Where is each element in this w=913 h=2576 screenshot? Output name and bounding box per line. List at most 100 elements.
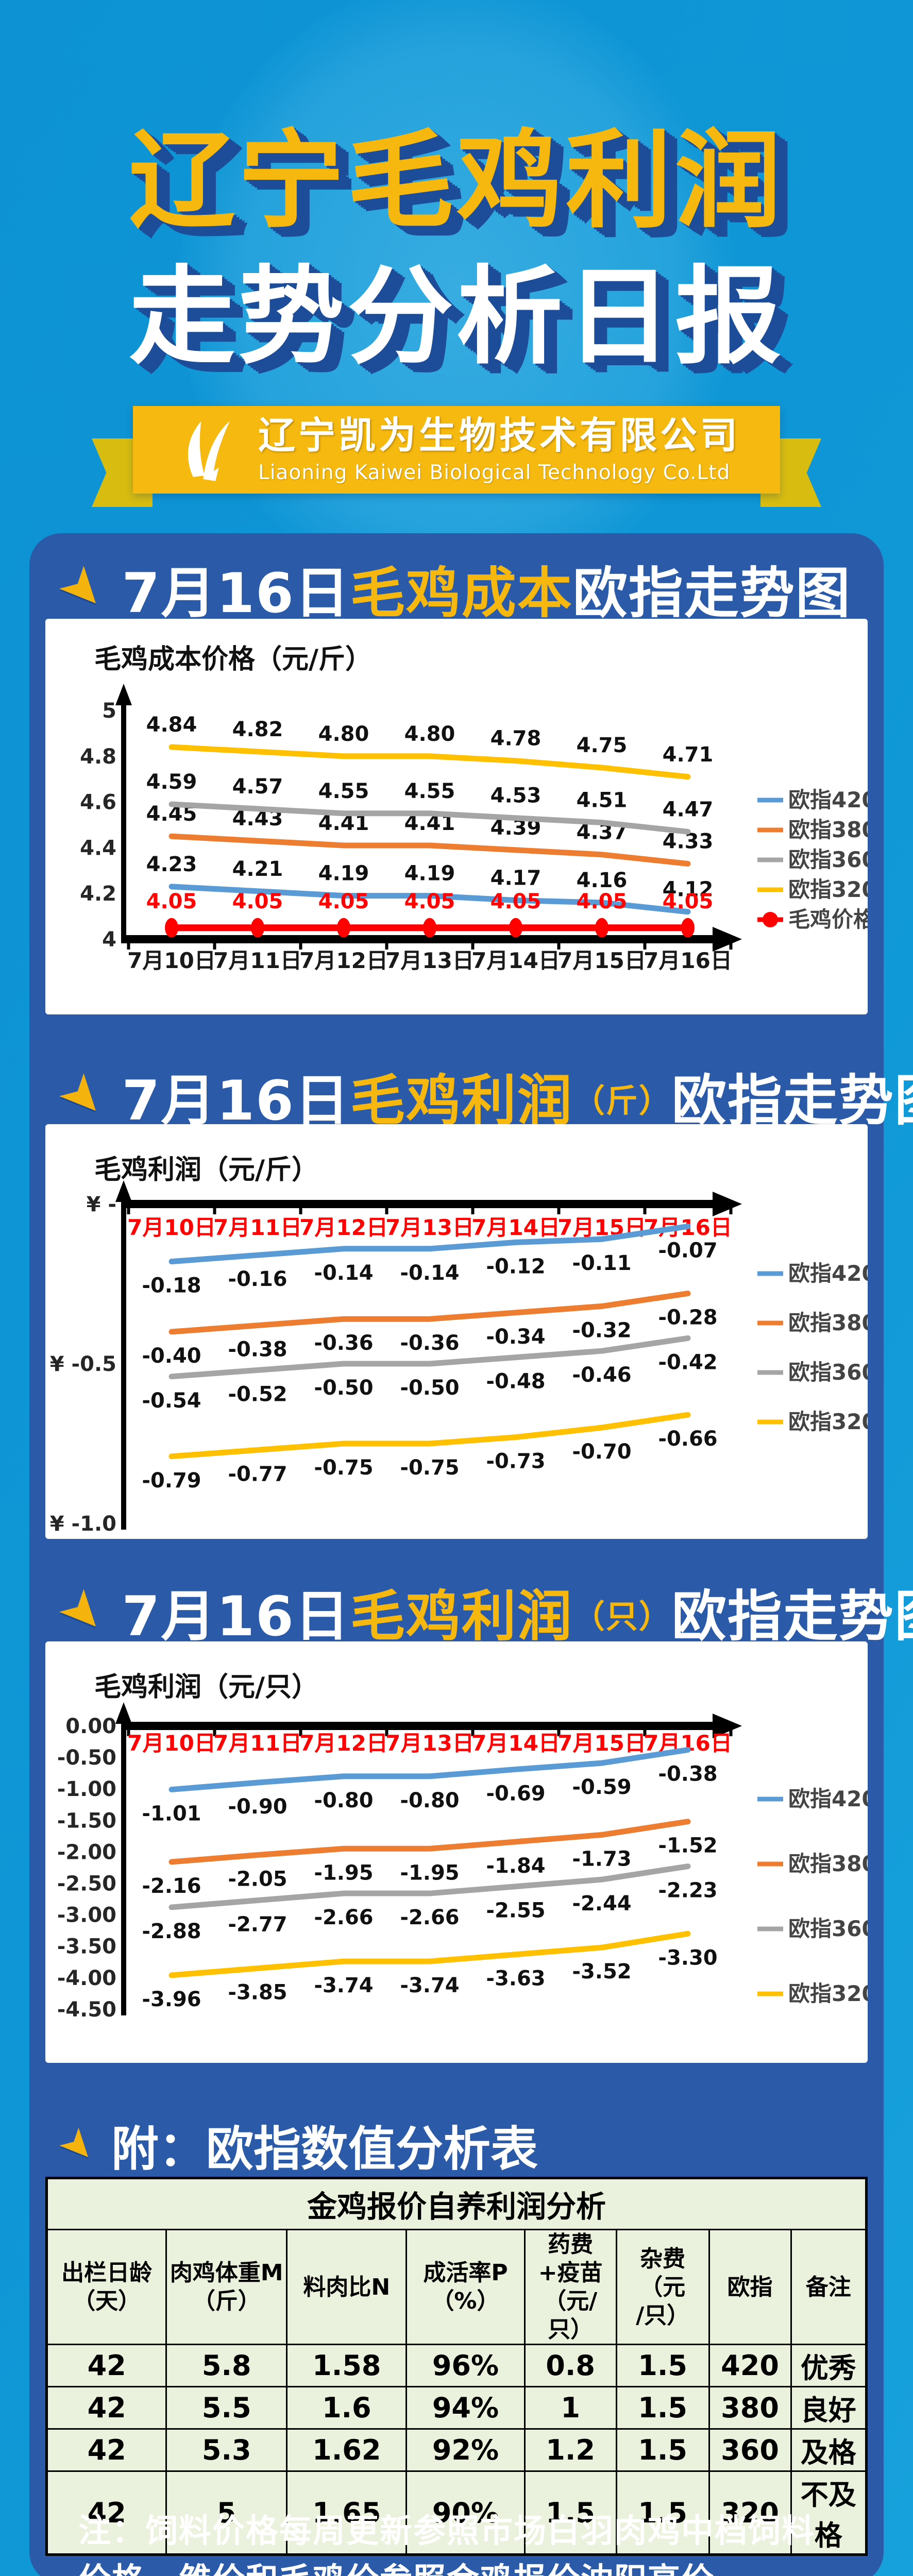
cell: 1.5 [615,2386,710,2430]
svg-text:4.53: 4.53 [491,784,542,808]
svg-text:4.05: 4.05 [318,890,369,913]
svg-text:7月11日: 7月11日 [213,948,302,973]
svg-text:7月14日: 7月14日 [471,1731,560,1756]
svg-text:7月10日: 7月10日 [127,1731,216,1756]
svg-text:-2.77: -2.77 [228,1912,287,1936]
svg-text:-0.36: -0.36 [400,1331,459,1355]
svg-text:毛鸡利润（元/只）: 毛鸡利润（元/只） [94,1672,318,1703]
svg-text:7月11日: 7月11日 [213,1731,302,1756]
svg-text:-0.38: -0.38 [658,1762,717,1786]
svg-text:-3.85: -3.85 [228,1980,287,2004]
section-highlight: 毛鸡成本 [350,562,573,625]
col-header-medicine: 药费+疫苗 （元/只） [523,2229,617,2345]
section-date: 7月16日 [122,1585,350,1648]
svg-text:-2.23: -2.23 [658,1879,717,1903]
profit-per-bird-chart-panel: 毛鸡利润（元/只） 0.00 -0.50 -1.00 -1.50 -2.00 -2.50 -3… [45,1641,877,2063]
profit-analysis-table: 金鸡报价自养利润分析 出栏日龄 （天） 肉鸡体重M （斤） 料肉比N 成活率P … [45,2177,868,2556]
svg-text:7月10日: 7月10日 [127,1215,216,1240]
cell: 1.65 [286,2470,408,2555]
arrow-down-right-icon: ➤ [49,2116,108,2174]
svg-text:-0.90: -0.90 [228,1795,287,1819]
svg-text:-3.96: -3.96 [142,1988,201,2011]
cell: 5.8 [165,2344,288,2387]
svg-text:-3.30: -3.30 [658,1946,717,1970]
cost-index-chart: 毛鸡成本价格（元/斤） 5 4.8 4.6 4.4 4.2 4 7月10日7月11日7月12日… [80,644,877,973]
svg-text:7月15日: 7月15日 [557,948,646,973]
svg-text:-0.50: -0.50 [314,1376,373,1400]
svg-text:4: 4 [102,928,116,952]
svg-text:-3.74: -3.74 [400,1974,459,1997]
svg-text:0.00: 0.00 [65,1715,116,1738]
svg-text:-0.50: -0.50 [400,1376,459,1400]
svg-text:欧指420: 欧指420 [788,1261,868,1286]
cell: 42 [45,2344,167,2387]
table-row: 42 5.8 1.58 96% 0.8 1.5 420 优秀 [45,2344,868,2387]
cost-chart-panel: 毛鸡成本价格（元/斤） 5 4.8 4.6 4.4 4.2 4 7月10日 7月11日 7月12日… [45,619,877,1014]
analysis-table-wrap: 金鸡报价自养利润分析 出栏日龄 （天） 肉鸡体重M （斤） 料肉比N 成活率P … [45,2177,868,2556]
svg-text:7月12日: 7月12日 [299,1731,388,1756]
cell: 42 [45,2386,167,2430]
svg-text:-2.88: -2.88 [142,1920,201,1943]
table-row: 42 5 1.65 90% 1.5 1.5 320 不及格 [45,2470,868,2555]
svg-text:4.84: 4.84 [146,713,197,737]
cell-remark: 优秀 [790,2344,868,2387]
svg-text:¥ -0.5: ¥ -0.5 [50,1352,116,1376]
svg-text:4.05: 4.05 [491,890,542,913]
svg-text:-0.79: -0.79 [142,1469,201,1493]
svg-text:4.19: 4.19 [404,862,455,886]
cell: 94% [405,2386,526,2430]
cell: 90% [405,2470,526,2555]
col-header-fcr: 料肉比N [286,2229,408,2345]
svg-text:-0.34: -0.34 [486,1325,545,1349]
svg-text:-0.36: -0.36 [314,1331,373,1355]
cell: 5 [165,2470,288,2555]
svg-text:-0.66: -0.66 [658,1427,717,1451]
svg-text:7月11日: 7月11日 [213,1215,302,1240]
svg-text:-0.75: -0.75 [400,1456,459,1480]
svg-text:-1.50: -1.50 [57,1809,116,1833]
section-suffix: 欧指走势图 [671,1585,913,1648]
col-header-misc: 杂费（元 /只） [615,2229,710,2345]
svg-text:-2.44: -2.44 [572,1892,631,1916]
svg-text:4.05: 4.05 [404,890,455,913]
svg-text:4.2: 4.2 [80,882,116,906]
svg-text:-0.54: -0.54 [142,1389,201,1413]
svg-text:7月14日: 7月14日 [471,948,560,973]
svg-text:4.55: 4.55 [404,779,455,803]
svg-text:4.80: 4.80 [404,722,455,746]
arrow-down-right-icon: ➤ [46,1574,122,1649]
cell: 42 [45,2428,167,2472]
cell-remark: 良好 [790,2386,868,2430]
arrow-down-right-icon: ➤ [46,1058,122,1133]
svg-text:-3.00: -3.00 [57,1904,116,1927]
svg-text:-0.70: -0.70 [572,1440,631,1464]
svg-text:欧指320: 欧指320 [788,1409,868,1434]
svg-text:4.57: 4.57 [232,775,283,799]
section-unit: （只） [572,1598,672,1635]
svg-text:4.05: 4.05 [663,890,714,913]
section-highlight: 毛鸡利润 [350,1069,573,1132]
section-suffix: 欧指走势图 [572,562,851,625]
svg-text:-0.69: -0.69 [486,1782,545,1805]
svg-text:欧指420: 欧指420 [788,787,868,812]
cell: 1.5 [523,2470,617,2555]
arrow-down-right-icon: ➤ [46,551,122,626]
svg-text:5: 5 [102,699,116,723]
svg-text:¥ -: ¥ - [87,1193,116,1216]
footnote-text: 注：饲料价格每周更新参照市场白羽肉鸡中档饲料 价格，雏价和毛鸡价参照金鸡报价沈阳… [78,2512,815,2576]
svg-text:-0.40: -0.40 [142,1344,201,1368]
section-date: 7月16日 [122,562,350,625]
section-title-analysis-table: ➤ 附：欧指数值分析表 [49,2111,538,2179]
svg-text:欧指420: 欧指420 [788,1786,868,1811]
svg-text:-0.59: -0.59 [572,1775,631,1799]
table-row: 42 5.5 1.6 94% 1 1.5 380 良好 [45,2386,868,2430]
svg-text:4.23: 4.23 [146,853,197,876]
svg-text:4.51: 4.51 [577,789,628,812]
svg-text:-0.38: -0.38 [228,1338,287,1362]
section-title-cost: ➤ 7月16日 毛鸡成本 欧指走势图 [46,549,851,628]
svg-text:-1.52: -1.52 [658,1834,717,1858]
svg-text:欧指360: 欧指360 [788,1360,868,1385]
svg-text:-0.52: -0.52 [228,1382,287,1406]
svg-text:-1.95: -1.95 [400,1861,459,1885]
